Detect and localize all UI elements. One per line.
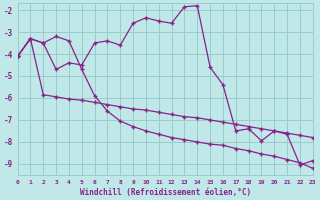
X-axis label: Windchill (Refroidissement éolien,°C): Windchill (Refroidissement éolien,°C) [80, 188, 251, 197]
